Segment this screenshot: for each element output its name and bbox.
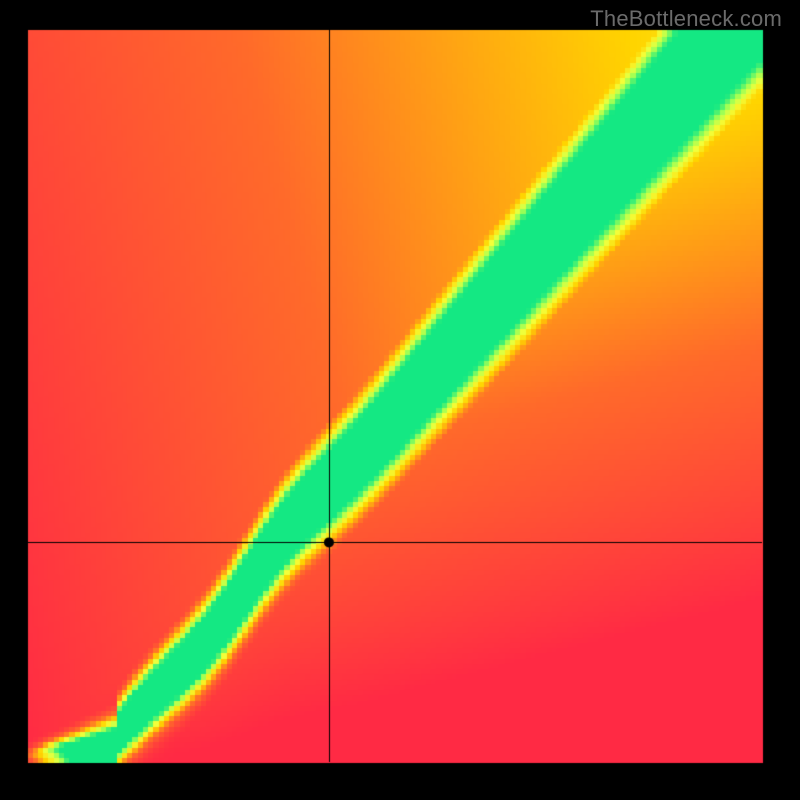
watermark-text: TheBottleneck.com (590, 6, 782, 32)
heatmap-canvas (0, 0, 800, 800)
chart-container: TheBottleneck.com (0, 0, 800, 800)
